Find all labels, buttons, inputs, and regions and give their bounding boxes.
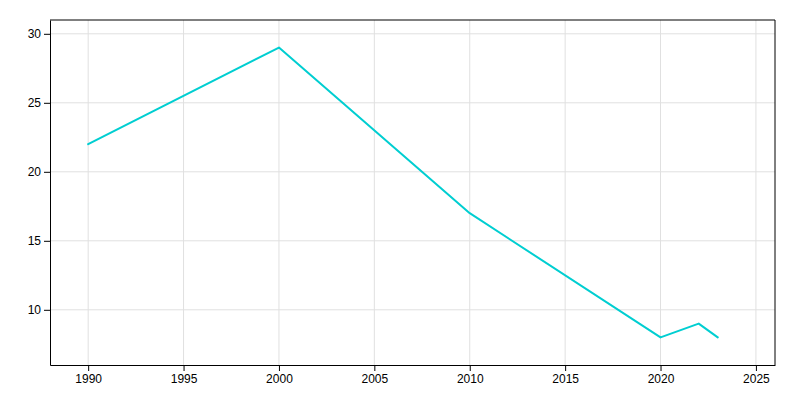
y-tick-label: 20 <box>28 165 42 179</box>
y-grid-line <box>50 33 775 34</box>
x-tick-label: 1990 <box>75 372 102 386</box>
x-tick: 2010 <box>457 365 484 386</box>
x-grid-line <box>278 20 279 365</box>
x-tick: 2005 <box>361 365 388 386</box>
x-tick-mark <box>279 365 280 371</box>
x-grid-line <box>183 20 184 365</box>
y-tick: 20 <box>28 165 50 179</box>
x-tick-mark <box>184 365 185 371</box>
chart-svg: 1990199520002005201020152020202510152025… <box>0 0 800 400</box>
x-tick-mark <box>661 365 662 371</box>
x-grid-line <box>374 20 375 365</box>
y-tick-label: 30 <box>28 27 42 41</box>
x-tick-label: 2015 <box>552 372 579 386</box>
y-tick: 30 <box>28 27 50 41</box>
x-axis-line <box>51 365 776 366</box>
x-grid-line <box>755 20 756 365</box>
y-tick-label: 10 <box>28 303 42 317</box>
x-grid-line <box>469 20 470 365</box>
y-grid-line <box>50 309 775 310</box>
x-tick-mark <box>470 365 471 371</box>
grid <box>50 20 775 365</box>
x-grid-line <box>660 20 661 365</box>
x-tick: 2000 <box>266 365 293 386</box>
x-axis: 1990 1995 2000 2005 2010 2015 2020 2025 <box>51 365 776 386</box>
x-tick-label: 2005 <box>361 372 388 386</box>
x-tick-label: 2000 <box>266 372 293 386</box>
x-tick-mark <box>374 365 375 371</box>
x-tick-label: 1995 <box>171 372 198 386</box>
x-tick-label: 2010 <box>457 372 484 386</box>
y-tick: 15 <box>28 234 50 248</box>
y-tick-label: 25 <box>28 96 42 110</box>
line <box>88 48 718 338</box>
y-tick-mark <box>44 103 50 104</box>
y-axis-line <box>50 21 51 366</box>
x-tick-mark <box>565 365 566 371</box>
x-tick: 2015 <box>552 365 579 386</box>
x-grid-line <box>565 20 566 365</box>
x-tick-label: 2025 <box>743 372 770 386</box>
x-tick-label: 2020 <box>648 372 675 386</box>
y-grid-line <box>50 171 775 172</box>
y-grid-line <box>50 102 775 103</box>
x-tick: 2020 <box>648 365 675 386</box>
x-grid-line <box>88 20 89 365</box>
y-tick-mark <box>44 172 50 173</box>
y-tick-mark <box>44 34 50 35</box>
y-tick-mark <box>44 241 50 242</box>
x-tick-mark <box>88 365 89 371</box>
plot: 1990199520002005201020152020202510152025… <box>28 20 776 386</box>
y-tick: 25 <box>28 96 50 110</box>
x-tick: 1995 <box>171 365 198 386</box>
x-tick: 1990 <box>75 365 102 386</box>
y-tick-mark <box>44 310 50 311</box>
y-tick: 10 <box>28 303 50 317</box>
marks <box>88 48 718 338</box>
y-grid-line <box>50 240 775 241</box>
frame-top <box>50 20 775 21</box>
x-tick-mark <box>756 365 757 371</box>
y-axis: 10 15 20 25 30 <box>28 21 51 366</box>
x-tick: 2025 <box>743 365 770 386</box>
chart-container: 1990199520002005201020152020202510152025… <box>0 0 800 400</box>
frame-right <box>775 20 776 365</box>
y-tick-label: 15 <box>28 234 42 248</box>
